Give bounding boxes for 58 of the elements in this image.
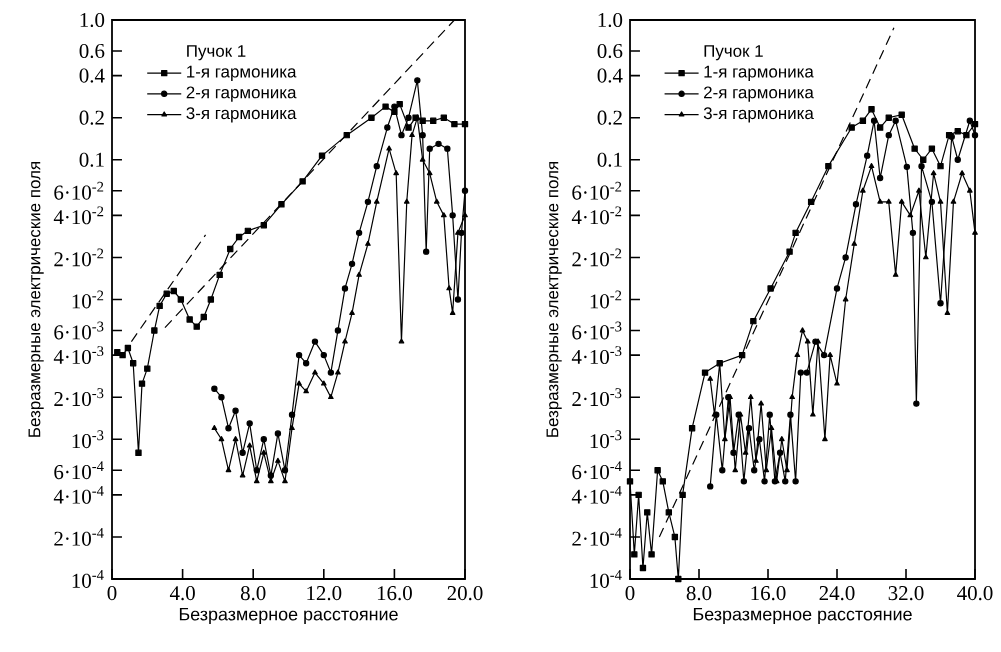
x-tick-label: 16.0 xyxy=(751,586,786,601)
x-axis-title: Безразмерное расстояние xyxy=(179,607,398,625)
y-tick-label: 0.6 xyxy=(79,43,105,59)
y-tick-label: 0.6 xyxy=(597,43,623,59)
legend-label: 3-я гармоника xyxy=(703,107,814,123)
y-tick-label: 0.2 xyxy=(597,110,622,125)
y-tick-label: 10$^{-3}$ xyxy=(590,430,622,449)
y-tick-label: 4·10$^{-3}$ xyxy=(53,346,104,365)
legend-label: 1-я гармоника xyxy=(704,65,814,81)
y-axis-title: Безразмерные электрические поля xyxy=(28,162,44,437)
y-tick-label: 2·10$^{-2}$ xyxy=(572,248,622,267)
y-tick-label: 0.2 xyxy=(79,110,104,125)
y-tick-label: 6·10$^{-2}$ xyxy=(54,181,104,200)
x-tick-label: 8.0 xyxy=(240,586,266,601)
legend-title: Пучок 1 xyxy=(187,45,246,61)
y-axis-title: Безразмерные электрические поля xyxy=(546,162,562,437)
y-tick-label: 10$^{-2}$ xyxy=(590,290,622,309)
y-tick-label: 10$^{-3}$ xyxy=(72,430,104,449)
y-tick-label: 6·10$^{-3}$ xyxy=(54,321,104,340)
y-tick-label: 6·10$^{-2}$ xyxy=(572,181,622,200)
x-tick-label: 4.0 xyxy=(169,586,195,601)
y-tick-label: 10$^{-4}$ xyxy=(590,570,622,588)
x-tick-label: 12.0 xyxy=(307,586,342,601)
y-tick-label: 2·10$^{-3}$ xyxy=(54,388,104,407)
y-tick-label: 4·10$^{-2}$ xyxy=(571,206,622,225)
x-axis-title: Безразмерное расстояние xyxy=(693,607,912,625)
x-tick-label: 20.0 xyxy=(447,586,483,601)
y-tick-label: 1.0 xyxy=(80,12,105,28)
y-tick-label: 4·10$^{-4}$ xyxy=(53,485,104,504)
x-tick-label: 32.0 xyxy=(888,586,924,601)
legend-label: 2-я гармоника xyxy=(186,86,297,102)
legend-label: 1-я гармоника xyxy=(187,65,297,81)
x-tick-label: 0 xyxy=(625,586,635,601)
y-tick-label: 6·10$^{-4}$ xyxy=(54,461,104,480)
x-tick-label: 0 xyxy=(107,586,117,601)
legend-label: 2-я гармоника xyxy=(704,86,814,102)
y-tick-label: 10$^{-2}$ xyxy=(72,290,104,309)
x-tick-label: 16.0 xyxy=(377,586,412,601)
x-tick-label: 40.0 xyxy=(957,586,993,601)
y-tick-label: 0.1 xyxy=(597,152,622,167)
y-tick-label: 6·10$^{-3}$ xyxy=(572,321,622,340)
y-tick-label: 10$^{-4}$ xyxy=(72,570,104,588)
y-tick-label: 2·10$^{-4}$ xyxy=(54,528,104,546)
y-tick-label: 6·10$^{-4}$ xyxy=(572,461,622,480)
y-tick-label: 2·10$^{-3}$ xyxy=(572,388,622,407)
legend-title: Пучок 1 xyxy=(704,45,763,61)
y-tick-label: 0.4 xyxy=(79,68,105,83)
legend-label: 3-я гармоника xyxy=(186,107,297,123)
y-tick-label: 2·10$^{-2}$ xyxy=(54,248,104,267)
y-tick-label: 4·10$^{-2}$ xyxy=(53,206,104,225)
y-tick-label: 4·10$^{-4}$ xyxy=(571,485,622,504)
x-tick-label: 8.0 xyxy=(686,586,712,601)
x-tick-label: 24.0 xyxy=(819,586,855,601)
y-tick-label: 4·10$^{-3}$ xyxy=(571,346,622,365)
y-tick-label: 2·10$^{-4}$ xyxy=(572,528,622,546)
y-tick-label: 0.4 xyxy=(597,68,623,83)
y-tick-label: 1.0 xyxy=(598,12,623,28)
y-tick-label: 0.1 xyxy=(79,152,104,167)
